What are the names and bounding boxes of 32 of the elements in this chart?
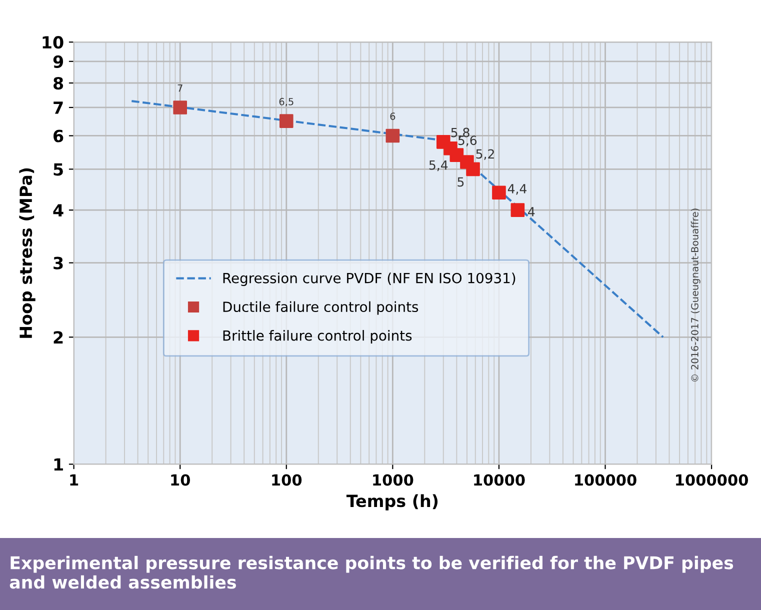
data-label: 4,4 [508, 184, 526, 195]
text: Experimental pressure resistance points to be verified for the PVDF pipes and welded assemblies [10, 556, 734, 589]
y-axis-title: Hoop stress (MPa) [19, 168, 36, 338]
legend-label: Regression curve PVDF (NF EN ISO 10931) [223, 272, 516, 286]
data-label: 6,5 [279, 98, 294, 106]
x-tick-label: 1 [70, 474, 78, 486]
y-tick-label: 3 [54, 256, 63, 270]
data-label: 5,4 [429, 160, 448, 172]
x-tick-label: 10 [171, 474, 190, 486]
y-tick-label: 7 [54, 102, 63, 114]
legend-label: Brittle failure control points [223, 330, 412, 344]
x-tick-label: 1000 [373, 474, 414, 486]
data-label: 4 [528, 207, 535, 216]
x-tick-label: 10000 [474, 474, 525, 486]
data-label: 6 [390, 112, 396, 120]
x-tick-label: 1000000 [676, 474, 748, 486]
y-tick-label: 9 [53, 55, 64, 68]
y-tick-label: 2 [54, 331, 63, 344]
x-tick-label: 100 [272, 474, 302, 486]
legend-label: Ductile failure control points [223, 301, 418, 315]
data-label: 7 [178, 84, 182, 92]
y-tick-label: 6 [54, 130, 64, 142]
data-label: 5 [458, 177, 464, 187]
y-tick-label: 1 [54, 458, 63, 471]
annotation: © 2016-2017 (Gueugnaut-Bouaffre) [690, 208, 700, 382]
y-tick-label: 5 [54, 163, 63, 176]
y-tick-label: 4 [53, 204, 64, 216]
x-tick-label: 100000 [575, 474, 636, 486]
data-label: 5,2 [476, 149, 494, 160]
x-axis-title: Temps (h) [346, 494, 438, 510]
y-tick-label: 8 [54, 76, 64, 90]
y-tick-label: 10 [42, 36, 64, 49]
